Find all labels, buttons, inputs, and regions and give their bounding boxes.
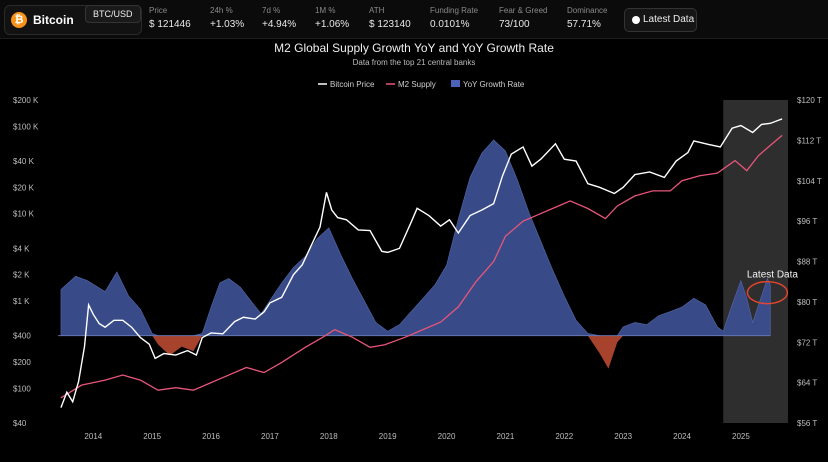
top-stats-bar: ₿ Bitcoin BTC/USD Price $ 121446 24h % +… (0, 0, 828, 39)
x-tick-label: 2015 (143, 432, 161, 441)
stat-label: Funding Rate (430, 6, 479, 15)
stat-1m: 1M % +1.06% (315, 6, 349, 30)
stat-fear-greed: Fear & Greed 73/100 (499, 6, 547, 30)
latest-data-button[interactable]: Latest Data (624, 8, 697, 32)
chart-subtitle: Data from the top 21 central banks (352, 58, 476, 67)
y-right-tick-label: $56 T (797, 419, 817, 428)
y-left-tick-label: $40 (13, 419, 27, 428)
y-right-tick-label: $88 T (797, 258, 817, 267)
bitcoin-logo-icon: ₿ (11, 12, 27, 28)
y-left-tick-label: $100 (13, 384, 31, 393)
stat-7d: 7d % +4.94% (262, 6, 296, 30)
stat-ath: ATH $ 123140 (369, 6, 411, 30)
y-left-tick-label: $400 (13, 332, 31, 341)
y-right-tick-label: $120 T (797, 96, 822, 105)
latest-data-ring (746, 280, 789, 305)
yoy-growth-negative-area (60, 335, 771, 369)
pair-badge[interactable]: BTC/USD (85, 5, 141, 23)
stat-value: $ 121446 (149, 19, 191, 30)
stat-value: 57.71% (567, 19, 601, 30)
bitcoin-price-line (60, 118, 783, 408)
legend-m2-supply-label: M2 Supply (398, 80, 436, 89)
y-left-tick-label: $20 K (13, 183, 35, 192)
stat-value: +4.94% (262, 19, 297, 30)
stat-value: +1.03% (210, 19, 245, 30)
x-tick-label: 2017 (261, 432, 279, 441)
stat-value: 73/100 (499, 19, 530, 30)
y-right-tick-label: $96 T (797, 217, 817, 226)
y-left-tick-label: $2 K (13, 271, 30, 280)
stat-funding-rate: Funding Rate 0.0101% (430, 6, 478, 30)
y-left-tick-label: $40 K (13, 157, 35, 166)
y-left-tick-label: $10 K (13, 210, 35, 219)
x-tick-label: 2021 (497, 432, 515, 441)
x-tick-label: 2016 (202, 432, 220, 441)
stat-dominance: Dominance 57.71% (567, 6, 607, 30)
asset-name: Bitcoin (33, 13, 74, 27)
legend-yoy-growth-label: YoY Growth Rate (463, 80, 525, 89)
stat-label: 24h % (210, 6, 233, 15)
y-left-tick-label: $200 K (13, 96, 39, 105)
stat-value: $ 123140 (369, 19, 411, 30)
yoy-growth-positive-area (60, 139, 771, 336)
stat-value: +1.06% (315, 19, 350, 30)
x-tick-label: 2024 (673, 432, 691, 441)
y-left-tick-label: $4 K (13, 244, 30, 253)
y-right-tick-label: $80 T (797, 298, 817, 307)
y-right-tick-label: $72 T (797, 338, 817, 347)
legend-yoy-growth-swatch (451, 80, 460, 87)
x-tick-label: 2023 (614, 432, 632, 441)
y-left-tick-label: $200 (13, 358, 31, 367)
stat-24h: 24h % +1.03% (210, 6, 244, 30)
latest-data-annotation: Latest Data (747, 270, 799, 281)
stat-price: Price $ 121446 (149, 6, 191, 30)
stat-value: 0.0101% (430, 19, 470, 30)
stat-label: Fear & Greed (499, 6, 548, 15)
x-tick-label: 2014 (84, 432, 102, 441)
legend-bitcoin-price-label: Bitcoin Price (330, 80, 375, 89)
x-tick-label: 2018 (320, 432, 338, 441)
latest-data-highlight-band (723, 100, 788, 423)
x-tick-label: 2025 (732, 432, 750, 441)
y-right-tick-label: $112 T (797, 136, 821, 145)
dot-icon (632, 16, 640, 24)
y-right-tick-label: $104 T (797, 177, 822, 186)
stat-label: Dominance (567, 6, 608, 15)
y-left-tick-label: $100 K (13, 122, 39, 131)
chart-title: M2 Global Supply Growth YoY and YoY Grow… (274, 41, 554, 55)
x-tick-label: 2020 (438, 432, 456, 441)
x-tick-label: 2022 (555, 432, 573, 441)
y-left-tick-label: $1 K (13, 297, 30, 306)
y-right-tick-label: $64 T (797, 379, 817, 388)
stat-label: Price (149, 6, 168, 15)
stat-label: 1M % (315, 6, 336, 15)
m2-supply-line (60, 134, 783, 399)
x-tick-label: 2019 (379, 432, 397, 441)
latest-data-label: Latest Data (643, 14, 695, 25)
stat-label: ATH (369, 6, 385, 15)
stat-label: 7d % (262, 6, 281, 15)
